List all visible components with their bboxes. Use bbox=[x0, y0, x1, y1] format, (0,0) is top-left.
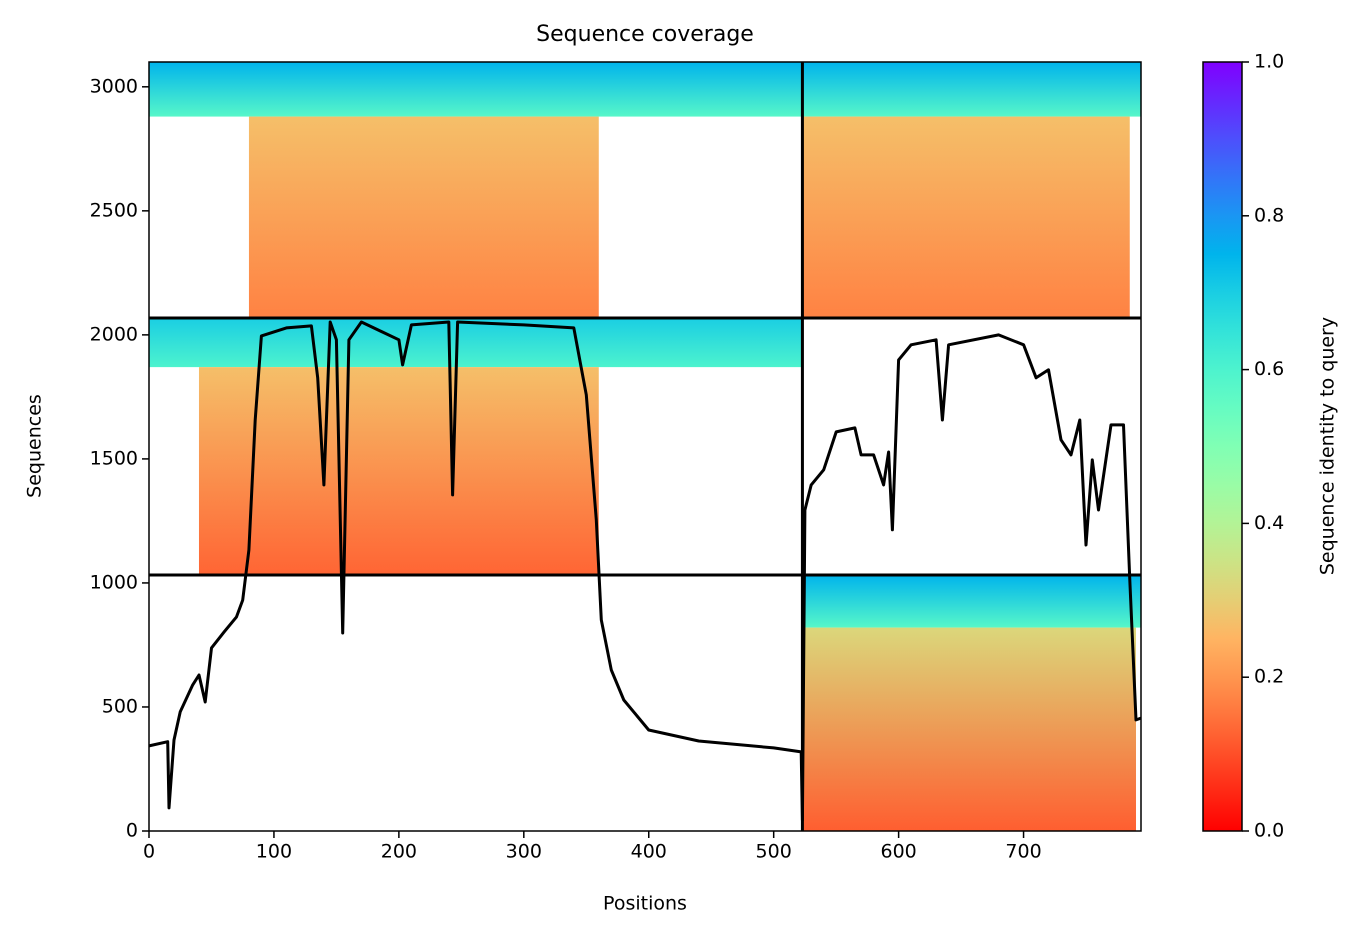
coverage-block bbox=[802, 116, 1130, 319]
x-axis-label: Positions bbox=[603, 893, 687, 915]
x-tick-label: 400 bbox=[631, 841, 667, 863]
coverage-block bbox=[149, 62, 803, 117]
coverage-block bbox=[248, 116, 599, 319]
plot-frame bbox=[148, 61, 1142, 832]
colorbar-label: Sequence identity to query bbox=[1317, 317, 1339, 575]
y-tick-label: 1000 bbox=[90, 571, 138, 593]
y-tick-label: 2500 bbox=[90, 199, 138, 221]
colorbar-tick-label: 0.0 bbox=[1254, 820, 1284, 842]
y-tick-label: 500 bbox=[102, 695, 138, 717]
colorbar-tick-label: 0.2 bbox=[1254, 666, 1284, 688]
x-tick-label: 600 bbox=[880, 841, 916, 863]
x-tick-label: 0 bbox=[143, 841, 155, 863]
x-tick-label: 300 bbox=[506, 841, 542, 863]
y-tick-label: 3000 bbox=[90, 75, 138, 97]
x-tick-label: 100 bbox=[256, 841, 292, 863]
colorbar-tick-label: 0.4 bbox=[1254, 512, 1284, 534]
x-tick-label: 200 bbox=[381, 841, 417, 863]
y-tick-label: 1500 bbox=[90, 447, 138, 469]
chart-title: Sequence coverage bbox=[536, 22, 754, 47]
coverage-block bbox=[802, 627, 1137, 831]
colorbar-tick-label: 0.6 bbox=[1254, 358, 1284, 380]
coverage-block bbox=[149, 318, 803, 368]
y-axis-label: Sequences bbox=[24, 394, 46, 498]
colorbar-tick-label: 0.8 bbox=[1254, 204, 1284, 226]
y-tick-label: 0 bbox=[126, 820, 138, 842]
y-tick-label: 2000 bbox=[90, 323, 138, 345]
x-tick-label: 700 bbox=[1005, 841, 1041, 863]
coverage-line bbox=[148, 320, 1142, 822]
coverage-block bbox=[802, 62, 1141, 117]
colorbar-tick-label: 1.0 bbox=[1254, 51, 1284, 73]
x-tick-label: 500 bbox=[756, 841, 792, 863]
colorbar bbox=[1202, 61, 1243, 832]
coverage-block bbox=[198, 367, 599, 575]
coverage-block bbox=[802, 574, 1141, 628]
